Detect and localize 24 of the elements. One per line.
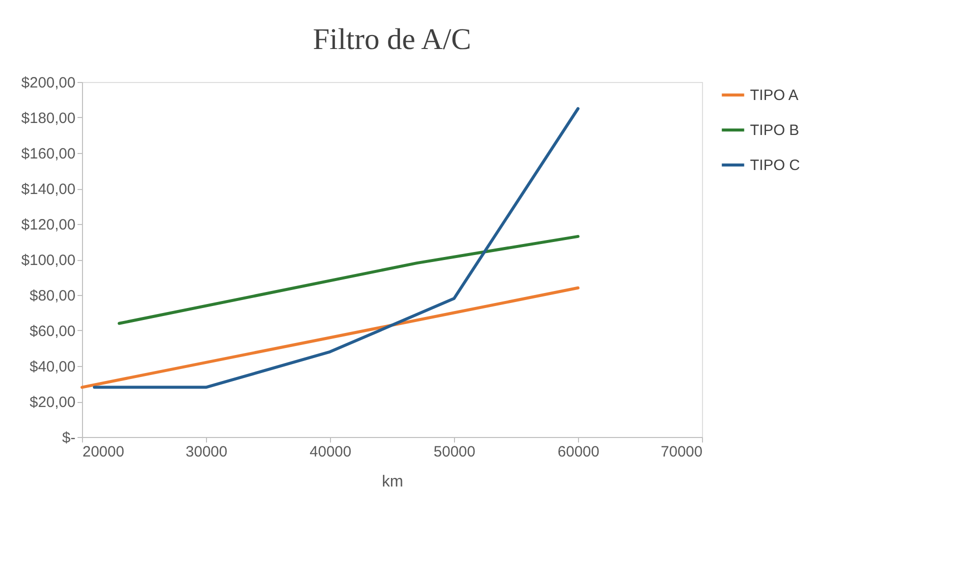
y-tick-label: $20,00 bbox=[30, 394, 76, 411]
x-tick-label: 20000 bbox=[82, 444, 124, 460]
legend-label: TIPO B bbox=[750, 122, 800, 139]
legend-label: TIPO C bbox=[750, 157, 800, 174]
x-tick-label: 40000 bbox=[310, 444, 352, 460]
x-tick-label: 70000 bbox=[660, 444, 702, 460]
x-axis-title: km bbox=[382, 474, 404, 490]
y-tick-label: $60,00 bbox=[30, 323, 76, 340]
y-tick-label: $40,00 bbox=[30, 358, 76, 376]
x-tick-label: 50000 bbox=[434, 444, 476, 460]
y-tick-label: $200,00 bbox=[21, 74, 76, 92]
y-tick-label: $80,00 bbox=[30, 288, 76, 304]
chart-title: Filtro de A/C bbox=[312, 23, 472, 56]
legend-label: TIPO A bbox=[750, 87, 798, 104]
y-tick-label: $140,00 bbox=[21, 181, 76, 198]
y-tick-label: $120,00 bbox=[21, 216, 76, 234]
y-tick-label: $160,00 bbox=[21, 146, 76, 162]
x-tick-label: 30000 bbox=[186, 444, 228, 460]
y-tick-label: $100,00 bbox=[21, 252, 76, 269]
x-tick-label: 60000 bbox=[558, 444, 600, 460]
y-tick-label: $180,00 bbox=[21, 110, 76, 127]
y-tick-label: $- bbox=[62, 430, 76, 446]
line-series bbox=[80, 286, 580, 389]
line-series bbox=[92, 107, 580, 389]
